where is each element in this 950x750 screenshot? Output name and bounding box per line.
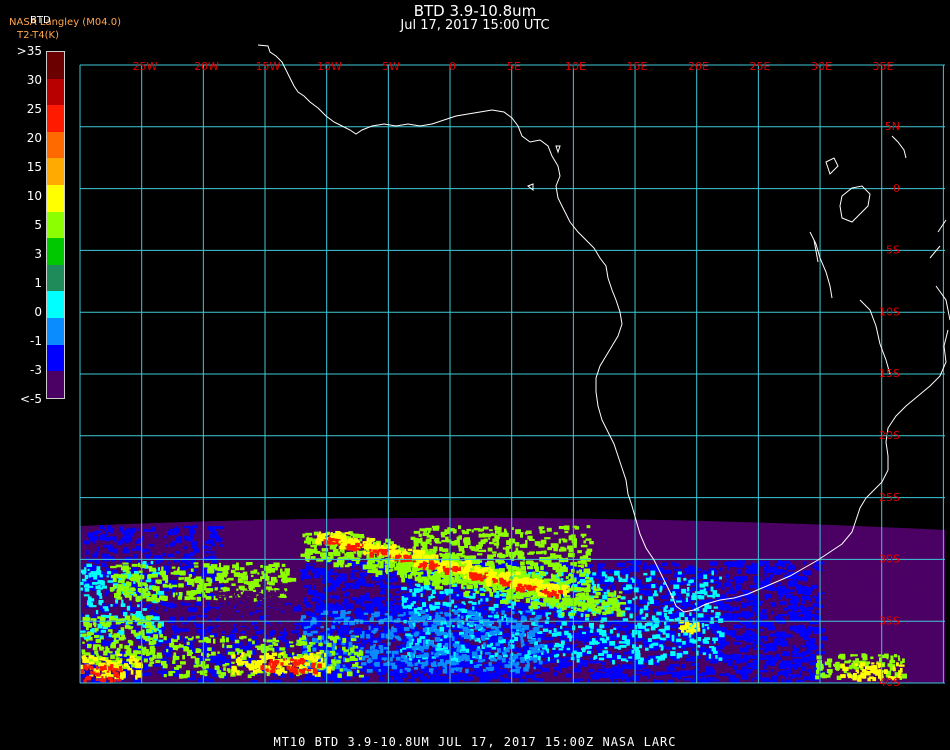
latitude-label: 15S: [879, 367, 900, 380]
credit-unit: T2-T4(K): [17, 30, 59, 41]
data-swath: [80, 517, 945, 683]
color-scale-segment: [47, 264, 64, 292]
color-scale-segment: [47, 185, 64, 212]
longitude-labels: 25W 20W 15W 10W 5W 0 5E 10E 15E 20E 25E 30E 35E: [133, 60, 894, 73]
color-scale-segment: [47, 371, 64, 398]
color-scale-label: -1: [30, 334, 42, 348]
map-title: BTD 3.9-10.8um: [413, 2, 537, 20]
longitude-label: 5W: [382, 60, 400, 73]
latitude-labels: 5N 0 5S 10S 15S 20S 25S 30S 35S 40S: [879, 120, 900, 689]
color-scale-segment: [47, 105, 64, 132]
credit-org: NASA Langley (M04.0): [9, 17, 121, 28]
color-scale-bar: [46, 51, 65, 399]
coastline: [257, 44, 950, 613]
color-scale-label: 20: [26, 131, 42, 145]
color-scale-label: 15: [26, 160, 42, 174]
color-scale-label: <-5: [19, 392, 42, 406]
latitude-label: 25S: [879, 491, 900, 504]
color-scale-label: 1: [34, 276, 42, 290]
longitude-label: 20W: [194, 60, 219, 73]
color-scale-segment: [47, 344, 64, 372]
color-scale-label: 30: [26, 73, 42, 87]
footer-caption: MT10 BTD 3.9-10.8UM JUL 17, 2017 15:00Z …: [273, 735, 677, 749]
longitude-label: 25E: [750, 60, 771, 73]
color-scale-segment: [47, 318, 64, 345]
color-scale-label: 0: [34, 305, 42, 319]
color-scale-segment: [47, 131, 64, 159]
longitude-label: 5E: [507, 60, 521, 73]
longitude-label: 30E: [811, 60, 832, 73]
map-timestamp: Jul 17, 2017 15:00 UTC: [400, 18, 550, 33]
lake-shore-east: [825, 157, 839, 175]
latitude-label: 40S: [879, 676, 900, 689]
color-scale-segment: [47, 78, 64, 106]
color-scale-segment: [47, 211, 64, 239]
lake-victoria: [839, 185, 871, 223]
longitude-label: 15E: [627, 60, 648, 73]
color-scale-segment: [47, 52, 64, 79]
latitude-label: 20S: [879, 429, 900, 442]
color-scale-label: -3: [30, 363, 42, 377]
latitude-label: 0: [893, 182, 900, 195]
color-scale-label: 25: [26, 102, 42, 116]
longitude-label: 35E: [873, 60, 894, 73]
west-africa-coast: [257, 44, 949, 613]
east-coast-north: [891, 135, 950, 321]
latitude-label: 10S: [879, 305, 900, 318]
color-scale-label: >35: [16, 44, 42, 58]
color-scale-label: 5: [34, 218, 42, 232]
longitude-label: 20E: [688, 60, 709, 73]
color-scale-segment: [47, 238, 64, 265]
latitude-label: 30S: [879, 553, 900, 566]
lake-malawi: [859, 299, 891, 375]
bioko-island: [527, 183, 534, 192]
longitude-label: 15W: [256, 60, 281, 73]
longitude-label: 10E: [565, 60, 586, 73]
latitude-label: 35S: [879, 614, 900, 627]
color-scale-label: 3: [34, 247, 42, 261]
longitude-label: 0: [449, 60, 456, 73]
color-scale-segment: [47, 291, 64, 319]
latitude-label: 5N: [885, 120, 900, 133]
longitude-label: 25W: [133, 60, 158, 73]
lake-tanganyika: [809, 231, 833, 299]
latitude-label: 5S: [886, 244, 900, 257]
lat-lon-grid: [79, 64, 945, 684]
color-scale-label: 10: [26, 189, 42, 203]
sao-tome-island: [555, 145, 561, 154]
longitude-label: 10W: [317, 60, 342, 73]
credit-overlap-label: BTD: [30, 15, 51, 26]
color-scale-segment: [47, 158, 64, 186]
